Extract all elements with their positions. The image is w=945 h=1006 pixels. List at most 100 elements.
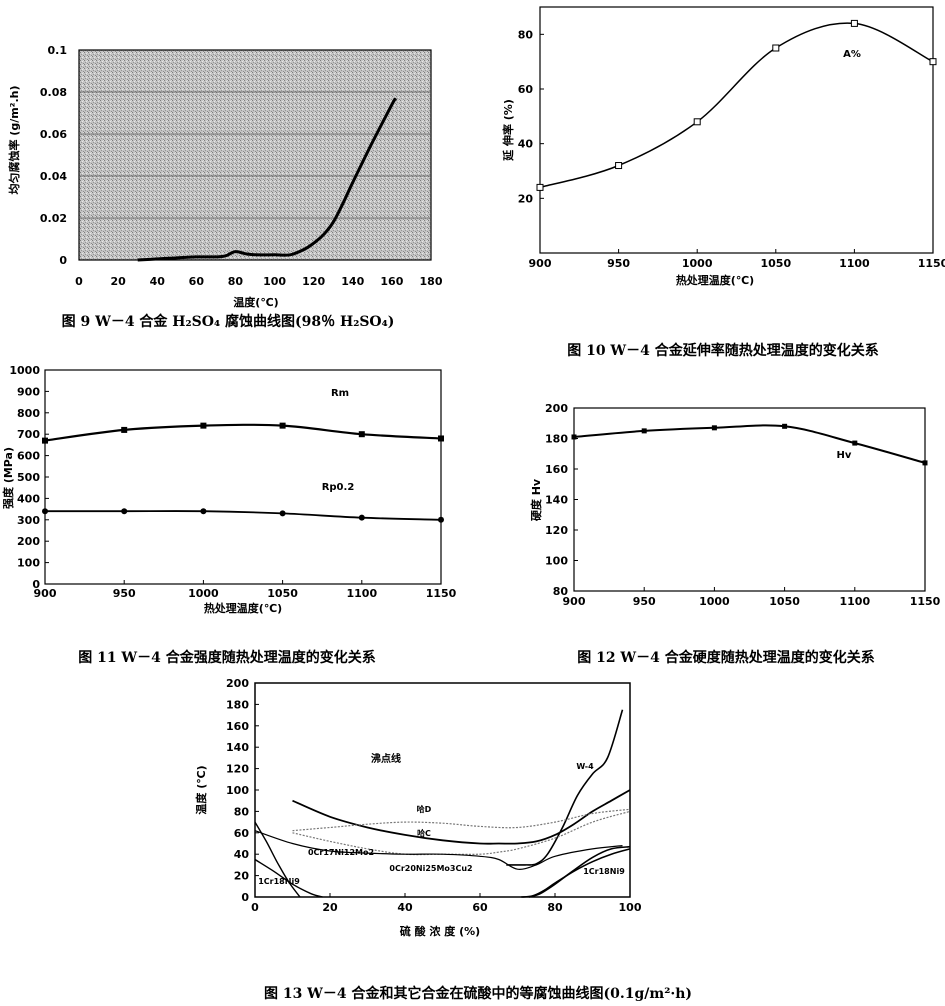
x-tick-label: 1150	[918, 257, 945, 270]
x-tick-label: 0	[251, 901, 259, 914]
annotation-label: 1Cr18Ni9	[583, 867, 625, 876]
y-tick-label: 200	[17, 535, 40, 548]
y-tick-label: 800	[17, 407, 40, 420]
x-tick-label: 1150	[426, 587, 457, 600]
y-axis-label: 均匀腐蚀率 (g/m².h)	[7, 85, 21, 194]
y-tick-label: 0	[241, 891, 249, 904]
data-point	[772, 44, 780, 52]
data-point	[438, 516, 444, 523]
y-tick-label: 40	[234, 848, 250, 861]
x-tick-label: 1050	[769, 595, 800, 608]
y-axis-label: 强度 (MPa)	[1, 447, 15, 509]
x-tick-label: 1000	[188, 587, 219, 600]
x-tick-label: 1100	[346, 587, 377, 600]
x-tick-label: 900	[563, 595, 586, 608]
data-point	[121, 426, 128, 433]
series-label: A%	[843, 49, 861, 60]
figure-caption: 图 10 W－4 合金延伸率随热处理温度的变化关系	[567, 342, 879, 359]
data-point	[571, 434, 577, 440]
y-tick-label: 0.06	[40, 128, 67, 141]
data-point	[200, 422, 207, 429]
y-tick-label: 60	[518, 83, 534, 96]
x-tick-label: 40	[397, 901, 413, 914]
plot-area	[78, 49, 432, 261]
y-tick-label: 700	[17, 428, 40, 441]
x-tick-label: 180	[420, 275, 443, 288]
y-tick-label: 140	[226, 741, 249, 754]
data-point	[358, 431, 365, 438]
figure-caption: 图 11 W－4 合金强度随热处理温度的变化关系	[78, 649, 376, 666]
series-line	[292, 810, 631, 856]
series-line	[254, 858, 323, 898]
x-tick-label: 40	[150, 275, 166, 288]
y-tick-label: 20	[234, 870, 250, 883]
y-tick-label: 100	[545, 555, 568, 568]
annotation-label: 哈D	[417, 804, 432, 814]
data-point	[536, 183, 544, 191]
figure-caption: 图 12 W－4 合金硬度随热处理温度的变化关系	[577, 649, 875, 666]
x-tick-label: 120	[302, 275, 325, 288]
x-axis-label: 热处理温度(℃)	[676, 273, 754, 287]
y-tick-label: 80	[553, 585, 569, 598]
data-point	[711, 425, 717, 431]
y-tick-label: 80	[234, 805, 250, 818]
y-tick-label: 180	[545, 433, 568, 446]
series-line	[292, 789, 631, 845]
y-tick-label: 120	[545, 524, 568, 537]
data-point	[279, 422, 286, 429]
series-label: Rp0.2	[322, 482, 355, 493]
y-tick-label: 40	[518, 138, 534, 151]
x-tick-label: 100	[263, 275, 286, 288]
figure-caption: 图 13 W－4 合金和其它合金在硫酸中的等腐蚀曲线图(0.1g/m²·h)	[264, 985, 692, 1002]
data-point	[641, 428, 647, 434]
series-line	[506, 709, 624, 866]
series-line	[44, 423, 442, 442]
x-axis-label: 温度(℃)	[233, 295, 278, 309]
data-point	[782, 423, 788, 429]
annotation-label: W-4	[576, 762, 594, 771]
series-line	[137, 97, 398, 262]
data-point	[121, 508, 128, 515]
x-axis-label: 硫 酸 浓 度 (%)	[400, 924, 480, 938]
y-tick-label: 300	[17, 514, 40, 527]
y-tick-label: 0	[32, 578, 40, 591]
y-tick-label: 120	[226, 763, 249, 776]
plot-area	[573, 407, 926, 592]
y-tick-label: 200	[545, 402, 568, 415]
y-tick-label: 60	[234, 827, 250, 840]
data-point	[852, 440, 858, 446]
y-tick-label: 0.04	[40, 170, 67, 183]
x-tick-label: 950	[607, 257, 630, 270]
y-tick-label: 500	[17, 471, 40, 484]
y-axis-label: 硬度 Hv	[529, 478, 543, 521]
x-tick-label: 1050	[760, 257, 791, 270]
data-point	[693, 118, 701, 126]
x-tick-label: 0	[75, 275, 83, 288]
x-tick-label: 1000	[699, 595, 730, 608]
series-line	[573, 424, 926, 464]
data-point	[850, 19, 858, 27]
annotation-label: 1Cr18Ni9	[258, 877, 300, 886]
x-tick-label: 1150	[910, 595, 941, 608]
annotation-label: 哈C	[417, 828, 431, 838]
x-tick-label: 160	[380, 275, 403, 288]
y-tick-label: 180	[226, 698, 249, 711]
x-tick-label: 60	[189, 275, 205, 288]
x-tick-label: 60	[472, 901, 488, 914]
annotation-label: 0Cr20Ni25Mo3Cu2	[389, 864, 472, 873]
x-tick-label: 900	[34, 587, 57, 600]
series-label: Rm	[331, 388, 349, 399]
y-tick-label: 900	[17, 385, 40, 398]
series-line	[254, 821, 301, 898]
y-tick-label: 1000	[9, 364, 40, 377]
series-label: Hv	[837, 450, 852, 461]
data-point	[615, 162, 623, 170]
series-line	[45, 510, 442, 521]
y-tick-label: 160	[545, 463, 568, 476]
y-tick-label: 100	[226, 784, 249, 797]
y-tick-label: 100	[17, 557, 40, 570]
x-tick-label: 100	[619, 901, 642, 914]
x-tick-label: 900	[529, 257, 552, 270]
y-tick-label: 0.08	[40, 86, 67, 99]
x-tick-label: 1100	[839, 257, 870, 270]
